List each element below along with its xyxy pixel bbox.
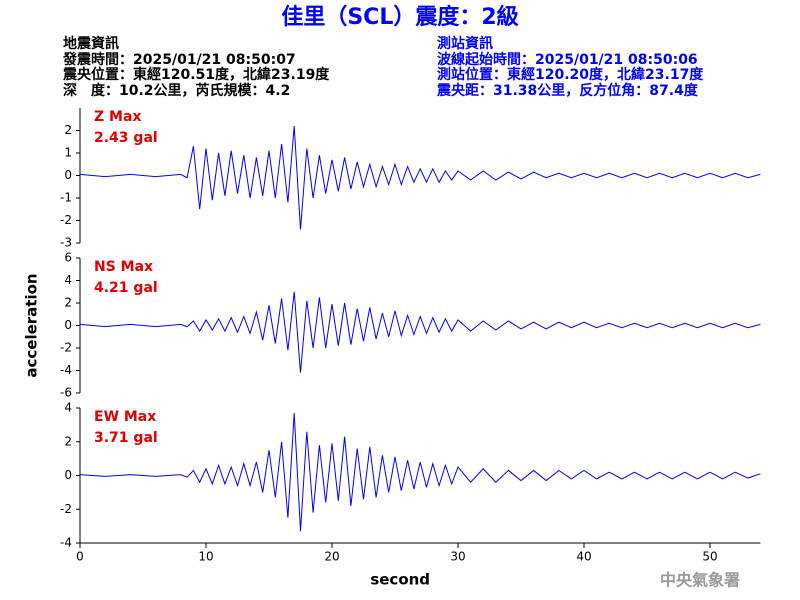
x-axis-label: second xyxy=(370,571,430,589)
y-tick-label: 2 xyxy=(64,296,72,310)
y-tick-label: -2 xyxy=(60,213,72,227)
y-tick-label: 4 xyxy=(64,273,72,287)
info-right: 測站資訊 xyxy=(437,35,493,52)
y-tick-label: -4 xyxy=(60,363,72,377)
x-tick-label: 30 xyxy=(450,550,465,564)
info-left: 地震資訊 xyxy=(63,35,119,52)
max-label: EW Max xyxy=(94,409,156,425)
footer: 中央氣象署 xyxy=(660,571,740,590)
y-tick-label: -4 xyxy=(60,536,72,550)
info-right: 測站位置：東經120.20度，北緯23.17度 xyxy=(437,66,704,83)
waveform xyxy=(79,291,761,373)
y-tick-label: 4 xyxy=(64,401,72,415)
x-tick-label: 10 xyxy=(198,550,213,564)
y-tick-label: -1 xyxy=(60,191,72,205)
info-right: 波線起始時間：2025/01/21 08:50:06 xyxy=(437,51,698,68)
y-tick-label: -2 xyxy=(60,341,72,355)
max-value: 2.43 gal xyxy=(94,130,158,146)
y-tick-label: -2 xyxy=(60,502,72,516)
max-value: 4.21 gal xyxy=(94,280,158,296)
y-axis-label: acceleration xyxy=(23,273,41,377)
title: 佳里（SCL）震度：2級 xyxy=(281,4,518,30)
x-tick-label: 0 xyxy=(76,550,84,564)
info-left: 深 度：10.2公里，芮氏規模：4.2 xyxy=(63,82,290,99)
y-tick-label: 1 xyxy=(64,146,72,160)
max-label: Z Max xyxy=(94,109,141,125)
y-tick-label: 0 xyxy=(64,318,72,332)
y-tick-label: 0 xyxy=(64,168,72,182)
x-tick-label: 50 xyxy=(702,550,717,564)
info-left: 震央位置：東經120.51度，北緯23.19度 xyxy=(62,66,330,83)
x-tick-label: 20 xyxy=(324,550,339,564)
y-tick-label: 2 xyxy=(64,434,72,448)
waveform xyxy=(79,125,761,230)
y-tick-label: 6 xyxy=(64,251,72,265)
y-tick-label: -6 xyxy=(60,386,72,400)
y-tick-label: 2 xyxy=(64,123,72,137)
x-tick-label: 40 xyxy=(576,550,591,564)
max-label: NS Max xyxy=(94,259,153,275)
info-right: 震央距：31.38公里，反方位角：87.4度 xyxy=(436,82,699,99)
y-tick-label: -3 xyxy=(60,236,72,250)
max-value: 3.71 gal xyxy=(94,430,158,446)
info-left: 發震時間：2025/01/21 08:50:07 xyxy=(62,51,296,68)
waveform xyxy=(79,413,761,532)
y-tick-label: 0 xyxy=(64,468,72,482)
